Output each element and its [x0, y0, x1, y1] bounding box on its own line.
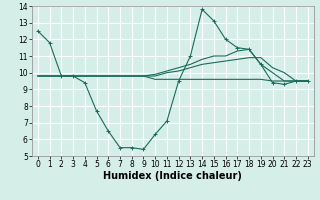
- X-axis label: Humidex (Indice chaleur): Humidex (Indice chaleur): [103, 171, 242, 181]
